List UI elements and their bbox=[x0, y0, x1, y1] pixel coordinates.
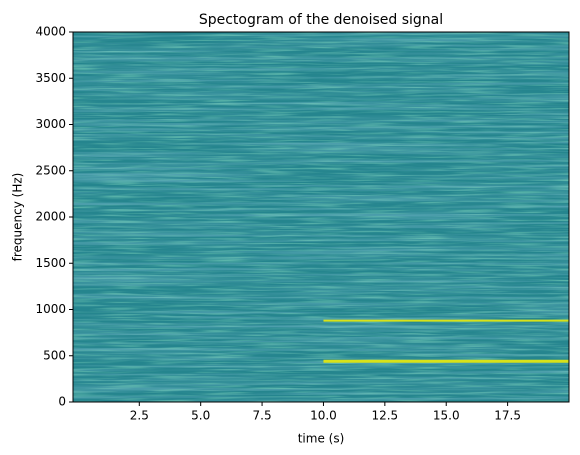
y-tick-label: 4000 bbox=[35, 25, 66, 39]
y-tick-label: 1000 bbox=[35, 302, 66, 316]
noise-texture bbox=[73, 32, 569, 402]
y-tick-label: 2000 bbox=[35, 210, 66, 224]
x-tick-label: 5.0 bbox=[191, 409, 210, 423]
y-tick-label: 2500 bbox=[35, 163, 66, 177]
y-tick-label: 3000 bbox=[35, 117, 66, 131]
x-tick-label: 7.5 bbox=[253, 409, 272, 423]
x-tick-label: 12.5 bbox=[371, 409, 398, 423]
x-tick-label: 15.0 bbox=[433, 409, 460, 423]
chart-title: Spectogram of the denoised signal bbox=[199, 12, 443, 28]
x-axis-label: time (s) bbox=[298, 432, 345, 446]
y-axis-label: frequency (Hz) bbox=[11, 173, 25, 262]
y-tick-label: 0 bbox=[58, 395, 66, 409]
y-tick-label: 3500 bbox=[35, 71, 66, 85]
x-tick-label: 17.5 bbox=[494, 409, 521, 423]
x-tick-label: 10.0 bbox=[310, 409, 337, 423]
y-tick-label: 1500 bbox=[35, 256, 66, 270]
x-tick-label: 2.5 bbox=[130, 409, 149, 423]
y-tick-label: 500 bbox=[43, 348, 66, 362]
